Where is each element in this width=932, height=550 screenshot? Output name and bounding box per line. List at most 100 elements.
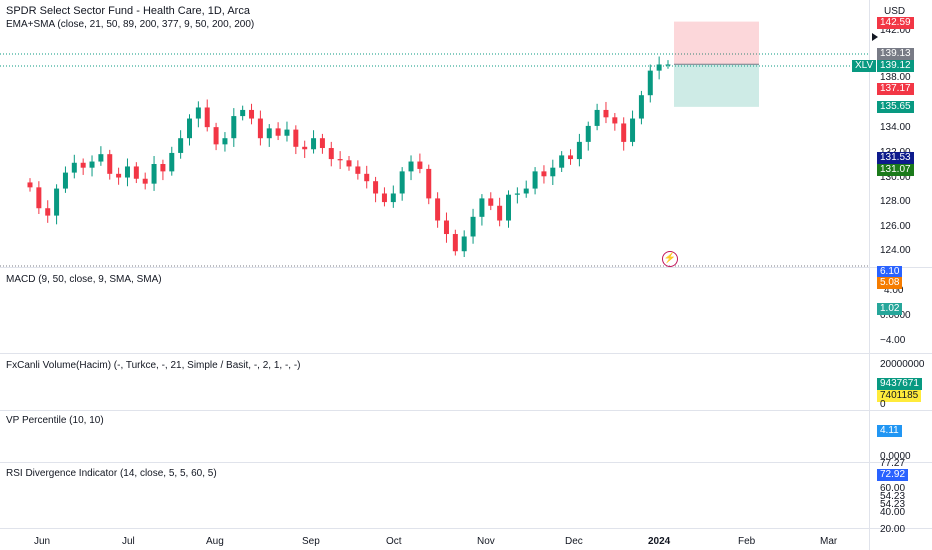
candle-body[interactable] (355, 166, 361, 174)
macd-tick: 0.0000 (880, 310, 911, 321)
candle-body[interactable] (426, 168, 432, 199)
price-axis[interactable]: USD 142.00 138.00 134.00 132.00 130.00 1… (869, 0, 932, 550)
candle-body[interactable] (452, 234, 458, 252)
candle-body[interactable] (550, 167, 556, 177)
candle-body[interactable] (62, 172, 68, 189)
candle-body[interactable] (585, 125, 591, 142)
candle-body[interactable] (506, 194, 511, 221)
lightning-icon[interactable]: ⚡ (662, 251, 678, 267)
candle-body[interactable] (417, 161, 423, 169)
rsi-tick: 54.23 (880, 499, 906, 510)
price-pane[interactable]: SPDR Select Sector Fund - Health Care, 1… (0, 0, 869, 267)
currency-label[interactable]: USD (884, 6, 906, 17)
time-axis[interactable]: Jun Jul Aug Sep Oct Nov Dec 2024 Feb Mar (0, 529, 869, 550)
candle-body[interactable] (222, 138, 228, 145)
candle-body[interactable] (373, 181, 379, 194)
candle-body[interactable] (284, 129, 290, 136)
candle-body[interactable] (479, 198, 485, 217)
candle-body[interactable] (213, 127, 219, 145)
candle-body[interactable] (178, 138, 184, 153)
candle-body[interactable] (98, 154, 104, 162)
candle-body[interactable] (541, 171, 547, 177)
candle-body[interactable] (559, 155, 565, 168)
candle-body[interactable] (488, 198, 494, 206)
macd-legend[interactable]: MACD (9, 50, close, 9, SMA, SMA) (6, 274, 162, 285)
candle-body[interactable] (647, 70, 653, 96)
volume-pane[interactable]: FxCanli Volume(Hacim) (-, Turkce, -, 21,… (0, 354, 869, 410)
candle-body[interactable] (169, 152, 175, 172)
rsi-tick: 77.27 (880, 458, 906, 469)
vp-legend[interactable]: VP Percentile (10, 10) (6, 415, 104, 426)
candle-body[interactable] (337, 159, 343, 161)
candle-body[interactable] (142, 178, 148, 184)
candle-body[interactable] (461, 236, 467, 252)
candle-body[interactable] (390, 193, 396, 203)
volume-legend[interactable]: FxCanli Volume(Hacim) (-, Turkce, -, 21,… (6, 360, 301, 371)
candle-body[interactable] (89, 161, 95, 168)
candle-body[interactable] (328, 148, 334, 160)
candle-body[interactable] (133, 166, 139, 179)
vp-pane[interactable]: VP Percentile (10, 10) (0, 411, 869, 462)
pane-separator[interactable] (0, 462, 932, 463)
candle-body[interactable] (665, 64, 671, 66)
price-chart[interactable] (0, 0, 869, 267)
candle-body[interactable] (346, 160, 352, 167)
candle-body[interactable] (630, 118, 636, 142)
symbol-badge[interactable]: XLV (852, 60, 877, 72)
candle-body[interactable] (532, 171, 538, 189)
candle-body[interactable] (257, 118, 263, 139)
candle-body[interactable] (187, 118, 192, 139)
candle-body[interactable] (612, 117, 618, 124)
candle-body[interactable] (116, 173, 122, 178)
pane-separator[interactable] (0, 410, 932, 411)
candle-body[interactable] (435, 198, 441, 221)
candle-body[interactable] (54, 188, 60, 216)
time-label: Jun (34, 536, 51, 547)
candle-body[interactable] (381, 193, 387, 203)
candle-body[interactable] (470, 216, 476, 237)
pane-separator[interactable] (0, 267, 932, 268)
candle-body[interactable] (124, 166, 130, 178)
position-stop-zone[interactable] (674, 64, 759, 107)
candle-body[interactable] (311, 138, 317, 150)
rsi-pane[interactable]: RSI Divergence Indicator (14, close, 5, … (0, 463, 869, 528)
study-legend[interactable]: EMA+SMA (close, 21, 50, 89, 200, 377, 9,… (6, 19, 255, 30)
candle-body[interactable] (45, 208, 51, 216)
candle-body[interactable] (275, 128, 281, 136)
candle-body[interactable] (568, 155, 574, 160)
candle-body[interactable] (80, 162, 86, 168)
candle-body[interactable] (638, 95, 644, 119)
candle-body[interactable] (364, 173, 370, 182)
candle-body[interactable] (107, 154, 113, 174)
candle-body[interactable] (36, 187, 42, 209)
candle-body[interactable] (497, 205, 503, 221)
candle-body[interactable] (302, 146, 308, 150)
candle-body[interactable] (266, 128, 272, 139)
candle-body[interactable] (523, 188, 529, 194)
candle-body[interactable] (231, 116, 237, 139)
position-profit-zone[interactable] (674, 21, 759, 65)
candle-body[interactable] (594, 109, 600, 126)
candle-body[interactable] (71, 162, 77, 173)
scroll-right-icon[interactable] (872, 33, 878, 41)
candle-body[interactable] (293, 129, 299, 147)
candle-body[interactable] (603, 109, 609, 118)
candle-body[interactable] (443, 220, 449, 235)
candle-body[interactable] (621, 123, 627, 142)
candle-body[interactable] (408, 161, 414, 172)
candle-body[interactable] (195, 107, 201, 119)
candle-body[interactable] (27, 182, 33, 188)
candle-body[interactable] (319, 138, 325, 149)
macd-pane[interactable]: MACD (9, 50, close, 9, SMA, SMA) (0, 268, 869, 353)
candle-body[interactable] (151, 164, 157, 184)
candle-body[interactable] (240, 109, 246, 117)
candle-body[interactable] (656, 64, 662, 71)
candle-body[interactable] (399, 171, 405, 194)
candle-body[interactable] (204, 107, 210, 128)
candle-body[interactable] (514, 193, 520, 195)
candle-body[interactable] (160, 164, 166, 172)
candle-body[interactable] (249, 109, 255, 119)
rsi-legend[interactable]: RSI Divergence Indicator (14, close, 5, … (6, 468, 217, 479)
pane-separator[interactable] (0, 353, 932, 354)
candle-body[interactable] (576, 141, 582, 160)
